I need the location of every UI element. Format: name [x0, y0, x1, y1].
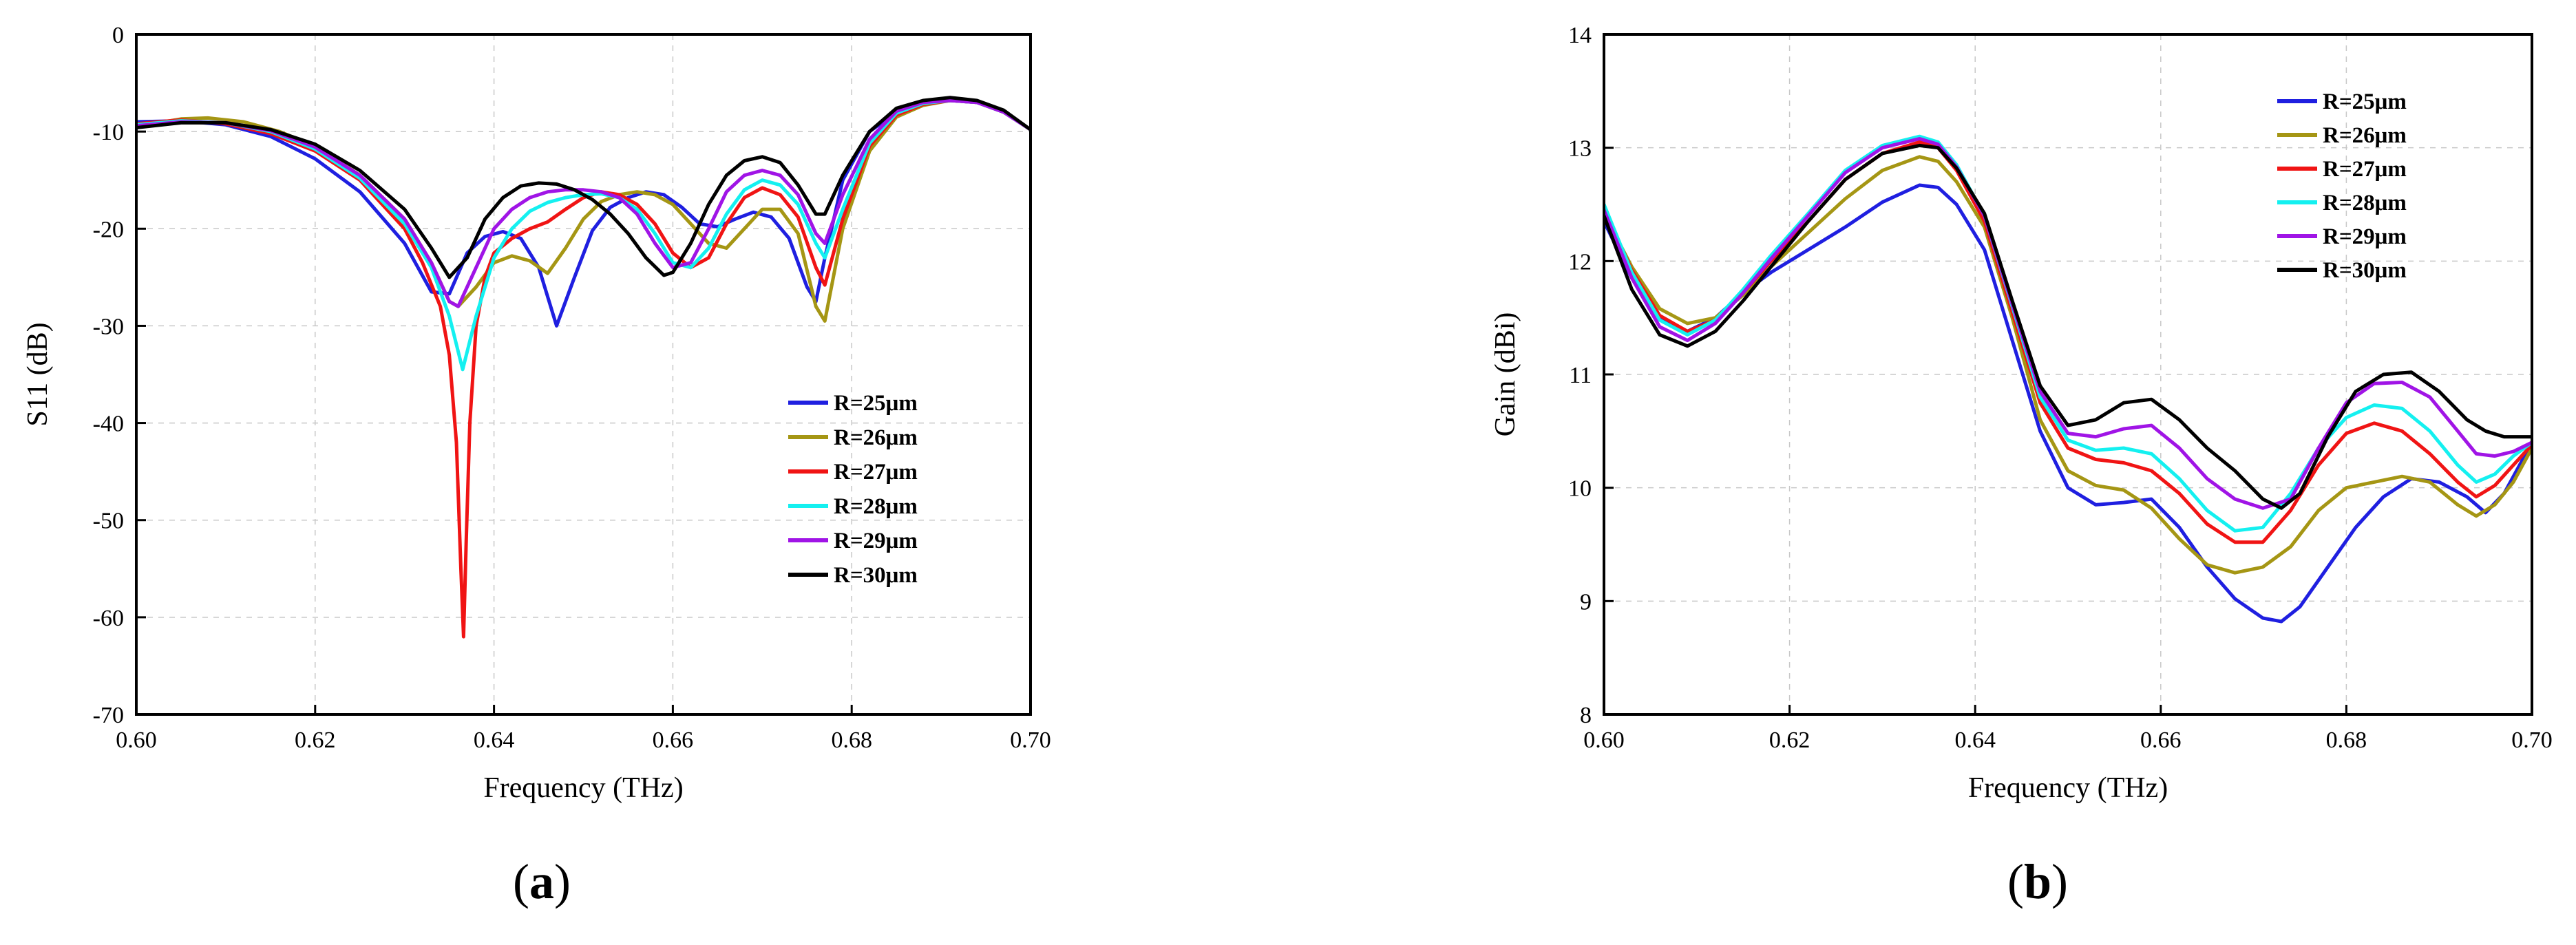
- x-tick-label: 0.64: [474, 728, 515, 753]
- y-tick-label: 13: [1568, 136, 1592, 162]
- legend-entry-label: R=27μm: [2323, 157, 2407, 182]
- series-line-r-29-m: [1604, 137, 2532, 510]
- series-group: [136, 96, 1031, 639]
- y-tick-label: 9: [1580, 589, 1592, 615]
- x-axis-label: Frequency (THz): [1968, 772, 2168, 804]
- panel-label: (a): [513, 854, 571, 909]
- x-tick-label: 0.70: [2511, 728, 2553, 753]
- plot-frame: [135, 33, 1032, 716]
- series-line-r-25-m: [1604, 183, 2532, 624]
- x-tick-label: 0.62: [295, 728, 336, 753]
- y-tick-label: -60: [93, 606, 124, 631]
- series-line-r-29-m: [136, 98, 1031, 308]
- legend-entry-label: R=27μm: [834, 460, 918, 485]
- chart-panel-a: 0.60 0.62 0.64 0.66 0.68 0.70 0 -10 -20 -30 -40 -50…: [22, 23, 1051, 909]
- x-tick-label: 0.68: [831, 728, 872, 753]
- legend-entry-label: R=25μm: [834, 391, 918, 416]
- y-tick-label: -30: [93, 314, 124, 339]
- series-line-r-27-m: [136, 98, 1031, 639]
- legend-entry-label: R=28μm: [834, 494, 918, 519]
- legend-entry-label: R=29μm: [834, 529, 918, 553]
- legend: R=25μm R=26μm R=27μm R=28μm R=29μm R=30μm: [2277, 89, 2407, 283]
- series-line-r-30-m: [1604, 143, 2532, 510]
- legend-entry-label: R=26μm: [2323, 123, 2407, 148]
- x-tick-label: 0.66: [2140, 728, 2182, 753]
- y-tick-label: 0: [112, 23, 124, 48]
- y-tick-label: 8: [1580, 703, 1592, 728]
- legend-entry-label: R=25μm: [2323, 89, 2407, 114]
- x-tick-label: 0.68: [2326, 728, 2367, 753]
- legend-entry-label: R=28μm: [2323, 191, 2407, 215]
- legend-entry-label: R=29μm: [2323, 224, 2407, 249]
- y-tick-label: 12: [1568, 249, 1592, 275]
- series-line-r-28-m: [1604, 134, 2532, 533]
- y-axis-label: S11 (dB): [22, 322, 54, 426]
- series-line-r-26-m: [1604, 155, 2532, 575]
- panel-label: (b): [2007, 854, 2068, 909]
- y-tick-label: 10: [1568, 476, 1592, 502]
- legend-entry-label: R=30μm: [2323, 258, 2407, 283]
- y-tick-label: -70: [93, 703, 124, 728]
- series-group: [1604, 134, 2532, 624]
- y-tick-label: 11: [1569, 363, 1592, 388]
- legend-entry-label: R=26μm: [834, 425, 918, 450]
- y-tick-label: 14: [1568, 23, 1592, 48]
- x-axis-label: Frequency (THz): [483, 772, 683, 804]
- legend: R=25μm R=26μm R=27μm R=28μm R=29μm R=30μm: [788, 391, 918, 588]
- chart-panel-b: 0.60 0.62 0.64 0.66 0.68 0.70 8 9 10 11 12 13 14 Freq…: [1490, 23, 2553, 909]
- series-line-r-30-m: [136, 96, 1031, 279]
- y-tick-label: -10: [93, 120, 124, 145]
- x-tick-label: 0.62: [1769, 728, 1810, 753]
- legend-entry-label: R=30μm: [834, 563, 918, 588]
- x-tick-label: 0.60: [116, 728, 157, 753]
- y-tick-label: -20: [93, 217, 124, 242]
- x-tick-label: 0.60: [1583, 728, 1625, 753]
- x-tick-label: 0.66: [653, 728, 694, 753]
- y-tick-label: -50: [93, 509, 124, 534]
- series-line-r-28-m: [136, 98, 1031, 372]
- y-tick-label: -40: [93, 412, 124, 437]
- x-tick-label: 0.64: [1954, 728, 1996, 753]
- y-axis-label: Gain (dBi): [1490, 312, 1521, 437]
- x-tick-label: 0.70: [1010, 728, 1051, 753]
